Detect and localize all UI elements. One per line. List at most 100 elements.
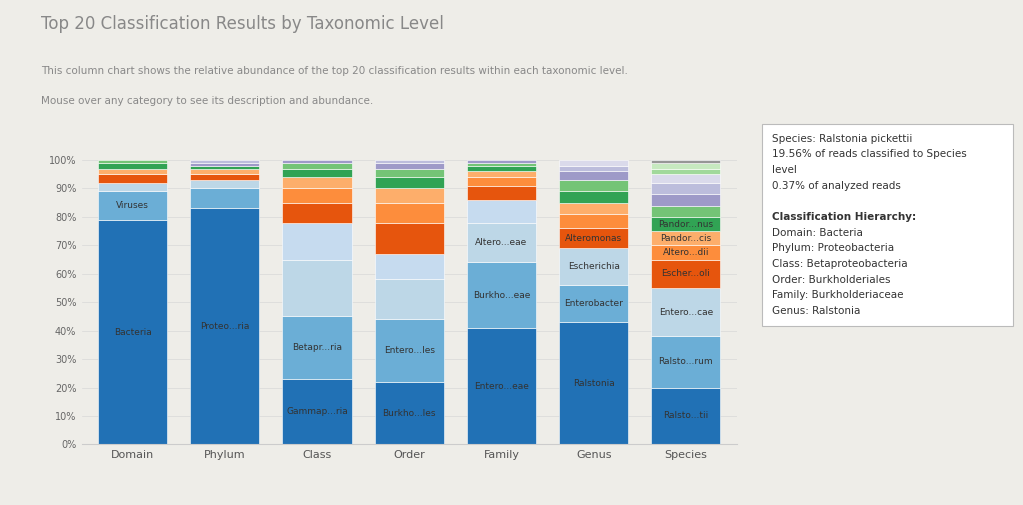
Bar [466,166,536,171]
Bar [282,163,352,169]
Text: Top 20 Classification Results by Taxonomic Level: Top 20 Classification Results by Taxonom… [41,15,444,33]
Bar [282,317,352,379]
Bar [190,180,260,188]
Bar [282,169,352,177]
Bar [374,169,444,177]
Bar [466,171,536,177]
Bar [374,160,444,163]
Text: Entero...les: Entero...les [384,346,435,355]
Bar [190,174,260,180]
Bar [652,163,720,169]
Bar [466,177,536,186]
Bar [190,160,260,163]
Text: Escher...oli: Escher...oli [662,269,710,278]
Text: 19.56% of reads classified to Species: 19.56% of reads classified to Species [772,149,967,160]
Bar [559,322,628,444]
Text: Domain: Bacteria: Domain: Bacteria [772,228,863,238]
Text: Ralsto...tii: Ralsto...tii [663,412,709,421]
Bar [374,203,444,223]
Text: Entero...eae: Entero...eae [474,382,529,390]
Bar [466,163,536,166]
Bar [98,220,167,444]
Bar [190,169,260,174]
Bar [98,169,167,174]
Text: Mouse over any category to see its description and abundance.: Mouse over any category to see its descr… [41,96,373,106]
Bar [98,163,167,169]
Bar [559,171,628,180]
Text: Bacteria: Bacteria [114,328,151,336]
Bar [374,279,444,319]
Text: Betapr...ria: Betapr...ria [292,343,342,352]
Bar [652,260,720,288]
Text: Species: Ralstonia pickettii: Species: Ralstonia pickettii [772,134,913,144]
Bar [282,188,352,203]
Bar [652,206,720,217]
Text: Alteromonas: Alteromonas [565,234,622,243]
Text: Pandor...cis: Pandor...cis [660,234,711,243]
Bar [374,382,444,444]
Text: Burkho...les: Burkho...les [383,409,436,418]
Text: This column chart shows the relative abundance of the top 20 classification resu: This column chart shows the relative abu… [41,66,628,76]
Bar [466,200,536,223]
Text: Enterobacter: Enterobacter [565,299,623,308]
Bar [652,231,720,245]
Bar [282,260,352,317]
Bar [466,186,536,200]
Bar [98,183,167,191]
Bar [559,285,628,322]
Bar [559,214,628,228]
Bar [559,203,628,214]
Bar [559,166,628,171]
Bar [466,223,536,263]
Bar [98,160,167,163]
Text: Phylum: Proteobacteria: Phylum: Proteobacteria [772,243,894,254]
Bar [190,163,260,166]
Bar [374,163,444,169]
Bar [652,183,720,194]
Bar [652,194,720,206]
Bar [466,160,536,163]
Bar [374,254,444,279]
Text: Gammap...ria: Gammap...ria [286,407,348,416]
Bar [652,336,720,387]
Text: Family: Burkholderiaceae: Family: Burkholderiaceae [772,290,904,300]
Bar [374,319,444,382]
Text: Burkho...eae: Burkho...eae [473,290,530,299]
Bar [559,160,628,166]
Bar [559,248,628,285]
Text: Order: Burkholderiales: Order: Burkholderiales [772,275,891,285]
Bar [374,177,444,188]
Text: Pandor...nus: Pandor...nus [658,220,713,229]
Text: Classification Hierarchy:: Classification Hierarchy: [772,212,917,222]
Bar [652,245,720,260]
Bar [190,166,260,169]
Text: Altero...eae: Altero...eae [476,238,528,247]
Bar [652,174,720,183]
Text: Genus: Ralstonia: Genus: Ralstonia [772,306,860,316]
Text: level: level [772,165,797,175]
Bar [466,328,536,444]
Bar [374,223,444,254]
Text: Escherichia: Escherichia [568,262,620,271]
Text: Entero...cae: Entero...cae [659,308,713,317]
Bar [282,223,352,260]
Bar [652,160,720,163]
Bar [282,379,352,444]
Text: 0.37% of analyzed reads: 0.37% of analyzed reads [772,181,901,191]
Bar [374,188,444,203]
Bar [282,160,352,163]
Bar [559,180,628,191]
Bar [190,188,260,209]
Bar [559,191,628,203]
Bar [652,288,720,336]
Text: Ralstonia: Ralstonia [573,379,615,388]
Bar [559,228,628,248]
Bar [652,387,720,444]
Text: Proteo...ria: Proteo...ria [201,322,250,331]
Bar [190,209,260,444]
Text: Viruses: Viruses [117,201,149,210]
Bar [98,191,167,220]
Bar [282,177,352,188]
Bar [652,169,720,174]
Bar [98,174,167,183]
